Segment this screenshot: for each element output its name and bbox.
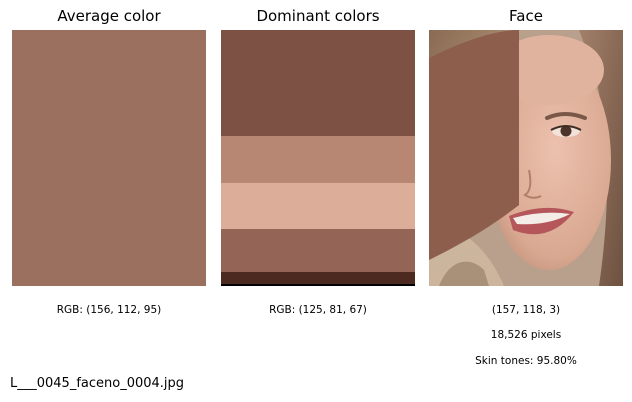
hair-right [579, 30, 623, 286]
eyelid [550, 125, 582, 131]
dominant-color-band [221, 30, 415, 136]
dominant-color-rgb: RGB: (125, 81, 67) [269, 304, 367, 316]
filename-label: L___0045_faceno_0004.jpg [10, 376, 185, 391]
face-illustration [429, 30, 623, 286]
skin-tone-percentage: Skin tones: 95.80% [475, 355, 577, 367]
average-color-rgb: RGB: (156, 112, 95) [56, 304, 162, 316]
forehead [494, 35, 604, 105]
dominant-colors-title: Dominant colors [256, 7, 380, 25]
fur-shadow [439, 261, 489, 286]
average-color-title: Average color [57, 7, 161, 25]
dominant-color-band [221, 229, 415, 273]
dominant-color-band [221, 284, 415, 286]
face-title: Face [509, 7, 543, 25]
face-color-overlay [429, 30, 519, 260]
eye-iris [560, 125, 572, 137]
teeth [513, 212, 570, 225]
eyebrow [545, 112, 587, 120]
dominant-color-band [221, 135, 415, 184]
average-color-swatch [12, 30, 206, 286]
face-image [429, 30, 623, 286]
face-pixel-count: 18,526 pixels [490, 329, 562, 341]
nose [523, 169, 542, 199]
dominant-colors-stack [221, 30, 415, 286]
face-color-rgb: (157, 118, 3) [491, 304, 561, 316]
dominant-color-band [221, 272, 415, 285]
dominant-color-band [221, 183, 415, 230]
